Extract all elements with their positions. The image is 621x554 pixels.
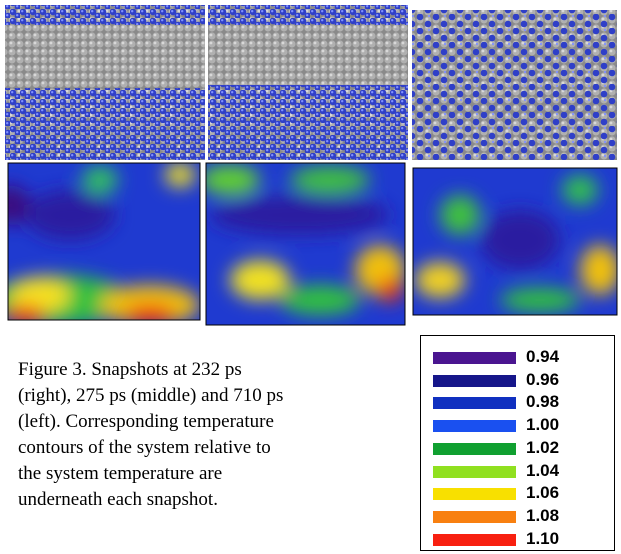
legend-label: 1.06 (526, 483, 560, 503)
legend-swatch (433, 420, 516, 433)
caption-line: the system temperature are (18, 463, 223, 484)
legend-label: 1.00 (526, 415, 560, 435)
legend-label: 1.10 (526, 528, 560, 548)
legend-swatch (433, 488, 516, 501)
legend-swatch (433, 533, 516, 546)
legend-label: 1.04 (526, 460, 560, 480)
caption-line: (left). Corresponding temperature (18, 411, 274, 432)
caption-line: Figure 3. Snapshots at 232 ps (18, 359, 242, 380)
legend: 0.94 0.96 0.98 1.00 1.02 1.04 1.06 1.08 1.10 (420, 335, 615, 551)
caption-line: contours of the system relative to (18, 437, 271, 458)
legend-swatch (433, 442, 516, 455)
legend-label: 0.96 (526, 369, 560, 389)
legend-swatch (433, 374, 516, 387)
legend-label: 1.02 (526, 437, 560, 457)
figure-panels (5, 5, 618, 326)
caption: Figure 3. Snapshots at 232 ps (right), 27… (18, 357, 408, 513)
legend-label: 1.08 (526, 505, 560, 525)
legend-label: 0.98 (526, 392, 560, 412)
legend-swatch (433, 510, 516, 523)
legend-label: 0.94 (526, 347, 560, 366)
legend-swatch (433, 352, 516, 364)
legend-swatch (433, 397, 516, 410)
legend-swatch (433, 465, 516, 478)
caption-line: (right), 275 ps (middle) and 710 ps (18, 385, 284, 406)
caption-line: underneath each snapshot. (18, 489, 218, 510)
